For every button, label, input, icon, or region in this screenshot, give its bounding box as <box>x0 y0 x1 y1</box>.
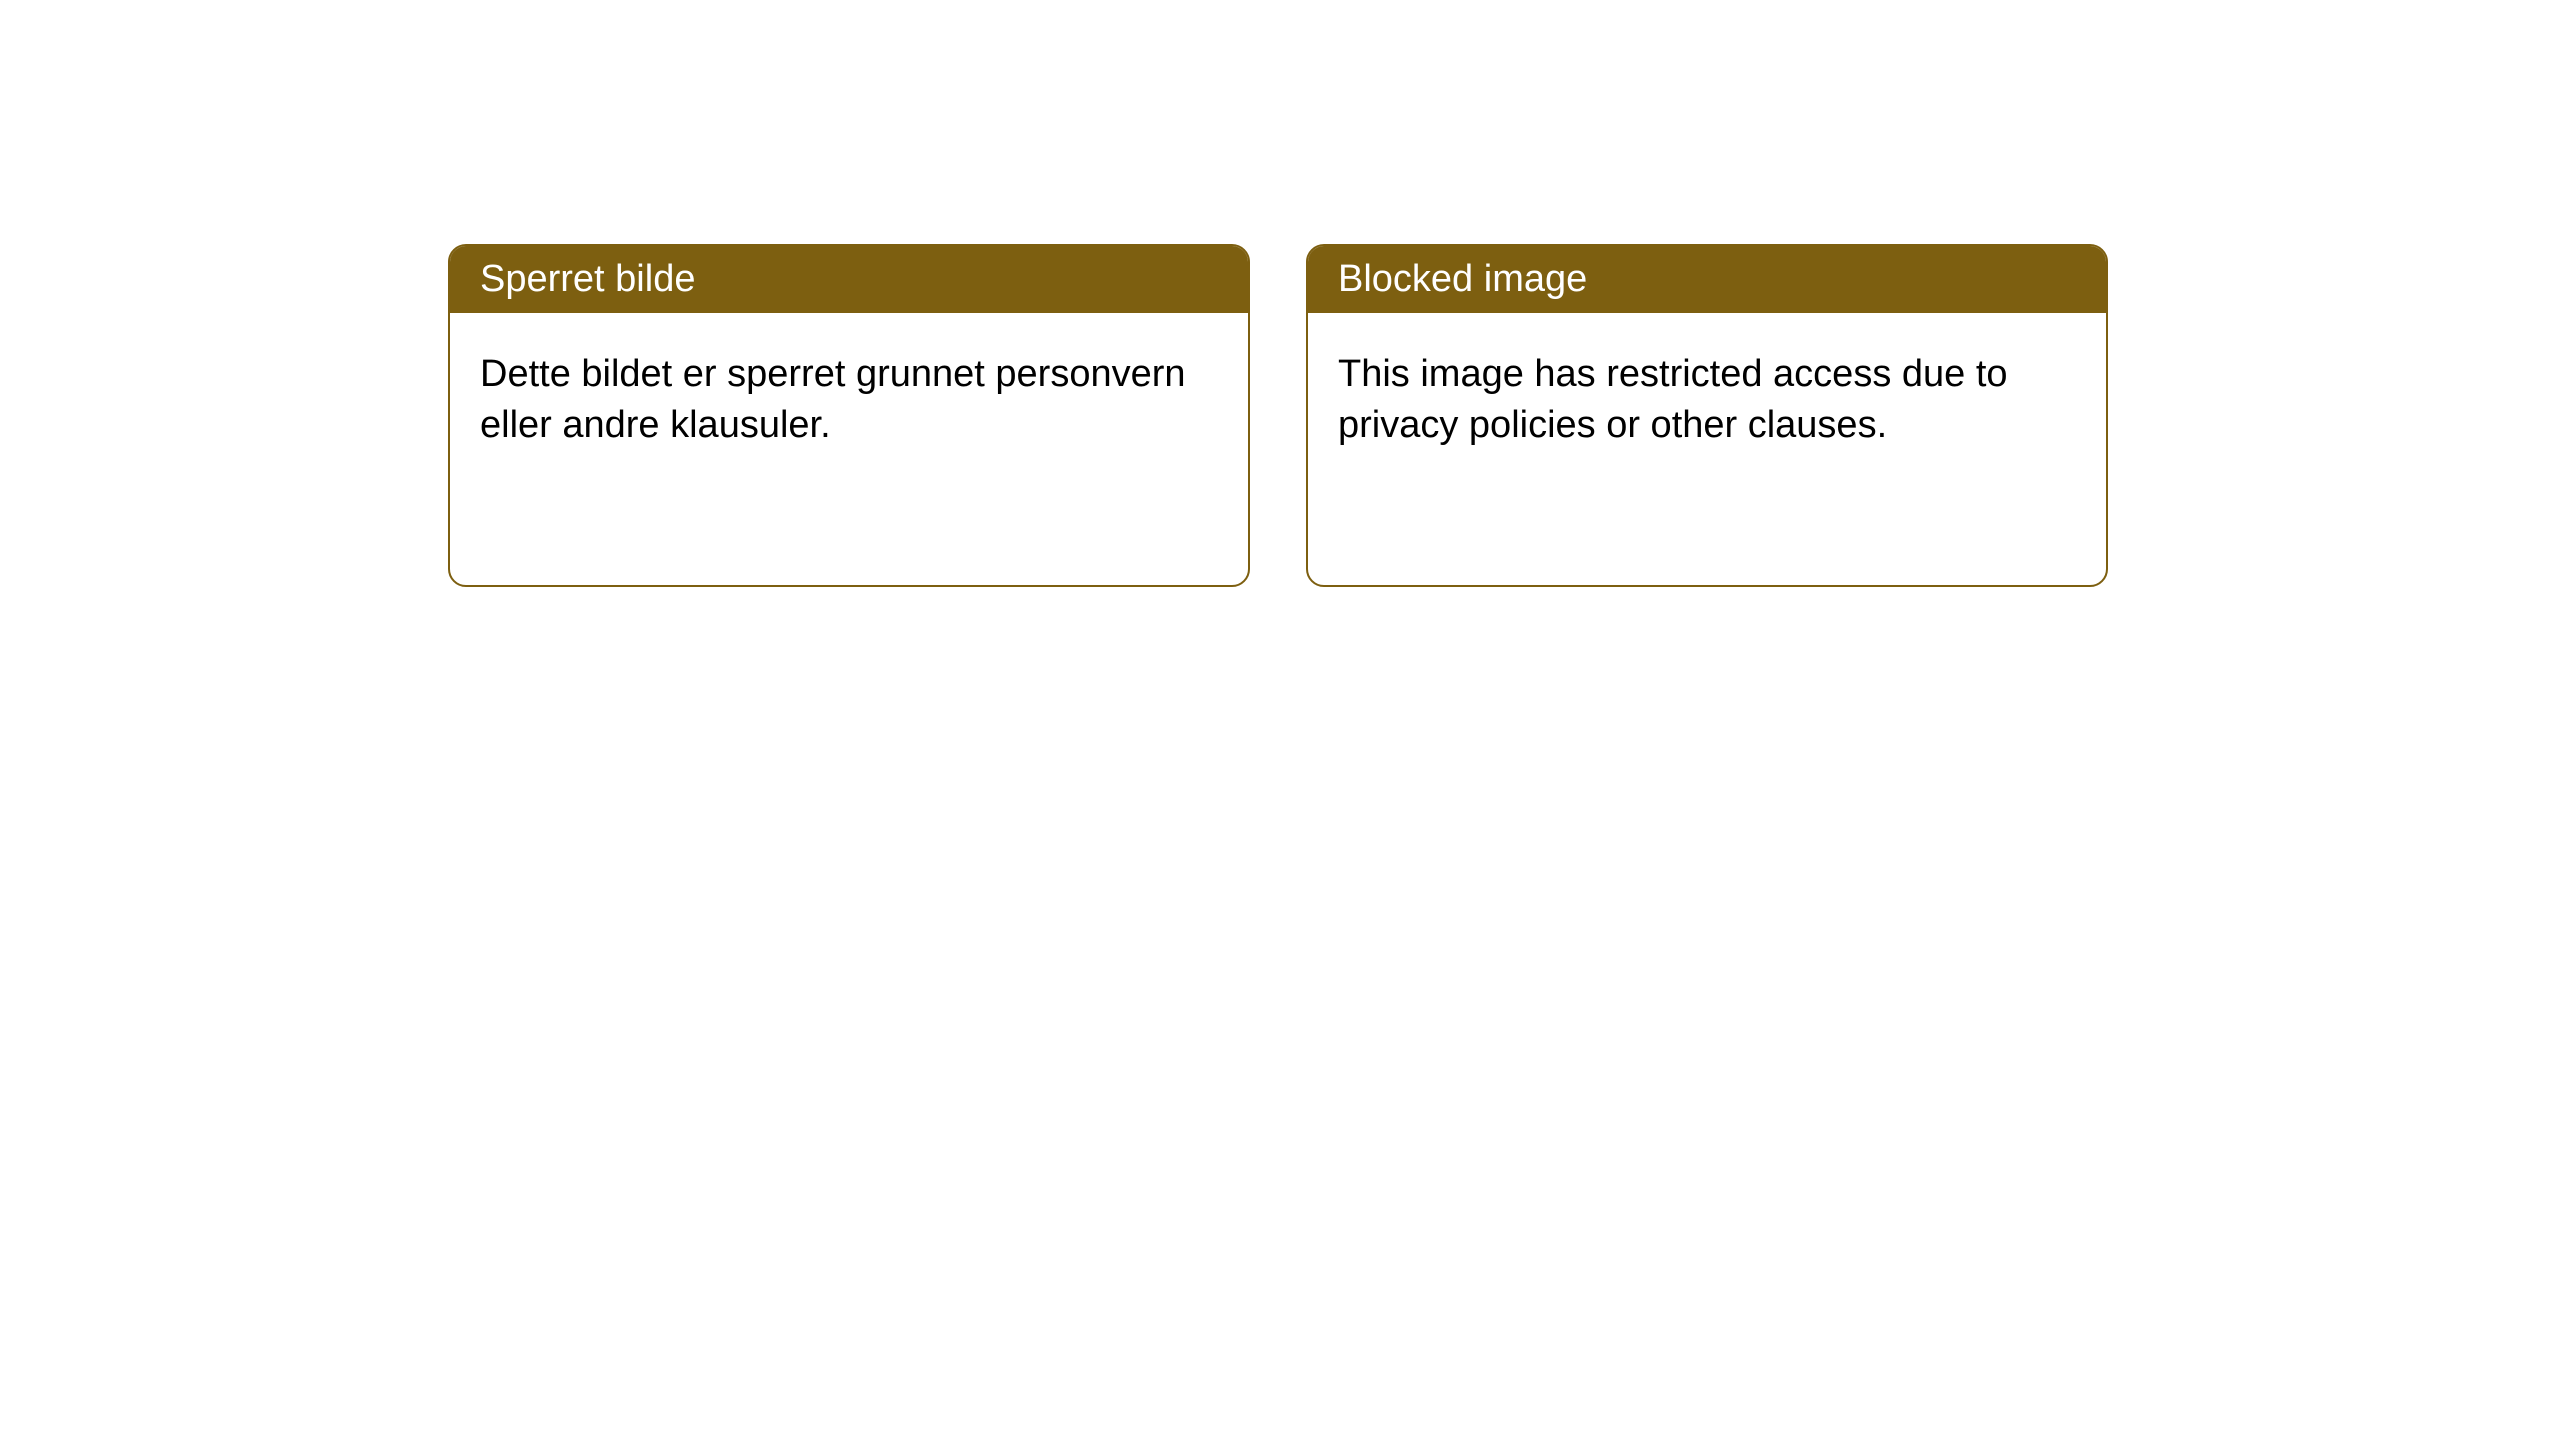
notice-card-english: Blocked image This image has restricted … <box>1306 244 2108 587</box>
notice-cards-container: Sperret bilde Dette bildet er sperret gr… <box>448 244 2108 587</box>
notice-card-norwegian: Sperret bilde Dette bildet er sperret gr… <box>448 244 1250 587</box>
card-header: Sperret bilde <box>450 246 1248 313</box>
card-body: Dette bildet er sperret grunnet personve… <box>450 313 1248 585</box>
card-header: Blocked image <box>1308 246 2106 313</box>
card-body: This image has restricted access due to … <box>1308 313 2106 585</box>
